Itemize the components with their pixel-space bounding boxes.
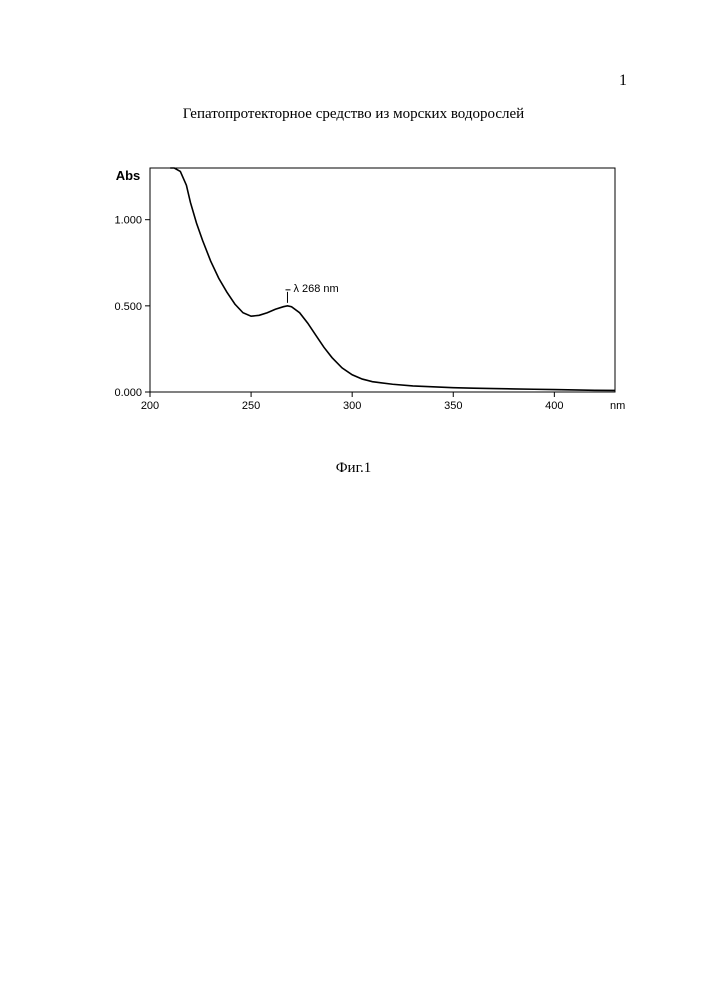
svg-text:400: 400	[545, 400, 563, 412]
svg-text:0.500: 0.500	[114, 301, 142, 313]
svg-text:250: 250	[242, 400, 260, 412]
svg-text:300: 300	[343, 400, 361, 412]
spectrum-chart: 200 250 300 350 400 0.000 0.500 1.000 Abs nm λ 268…	[95, 160, 625, 420]
page-title: Гепатопротекторное средство из морских в…	[0, 106, 707, 123]
figure-caption: Фиг.1	[0, 460, 707, 477]
svg-text:200: 200	[141, 400, 159, 412]
page-number: 1	[619, 72, 627, 90]
svg-text:0.000: 0.000	[114, 387, 142, 399]
svg-text:nm: nm	[610, 400, 625, 412]
svg-text:λ 268 nm: λ 268 nm	[293, 283, 338, 295]
svg-text:Abs: Abs	[116, 168, 141, 183]
svg-text:1.000: 1.000	[114, 215, 142, 227]
svg-text:350: 350	[444, 400, 462, 412]
